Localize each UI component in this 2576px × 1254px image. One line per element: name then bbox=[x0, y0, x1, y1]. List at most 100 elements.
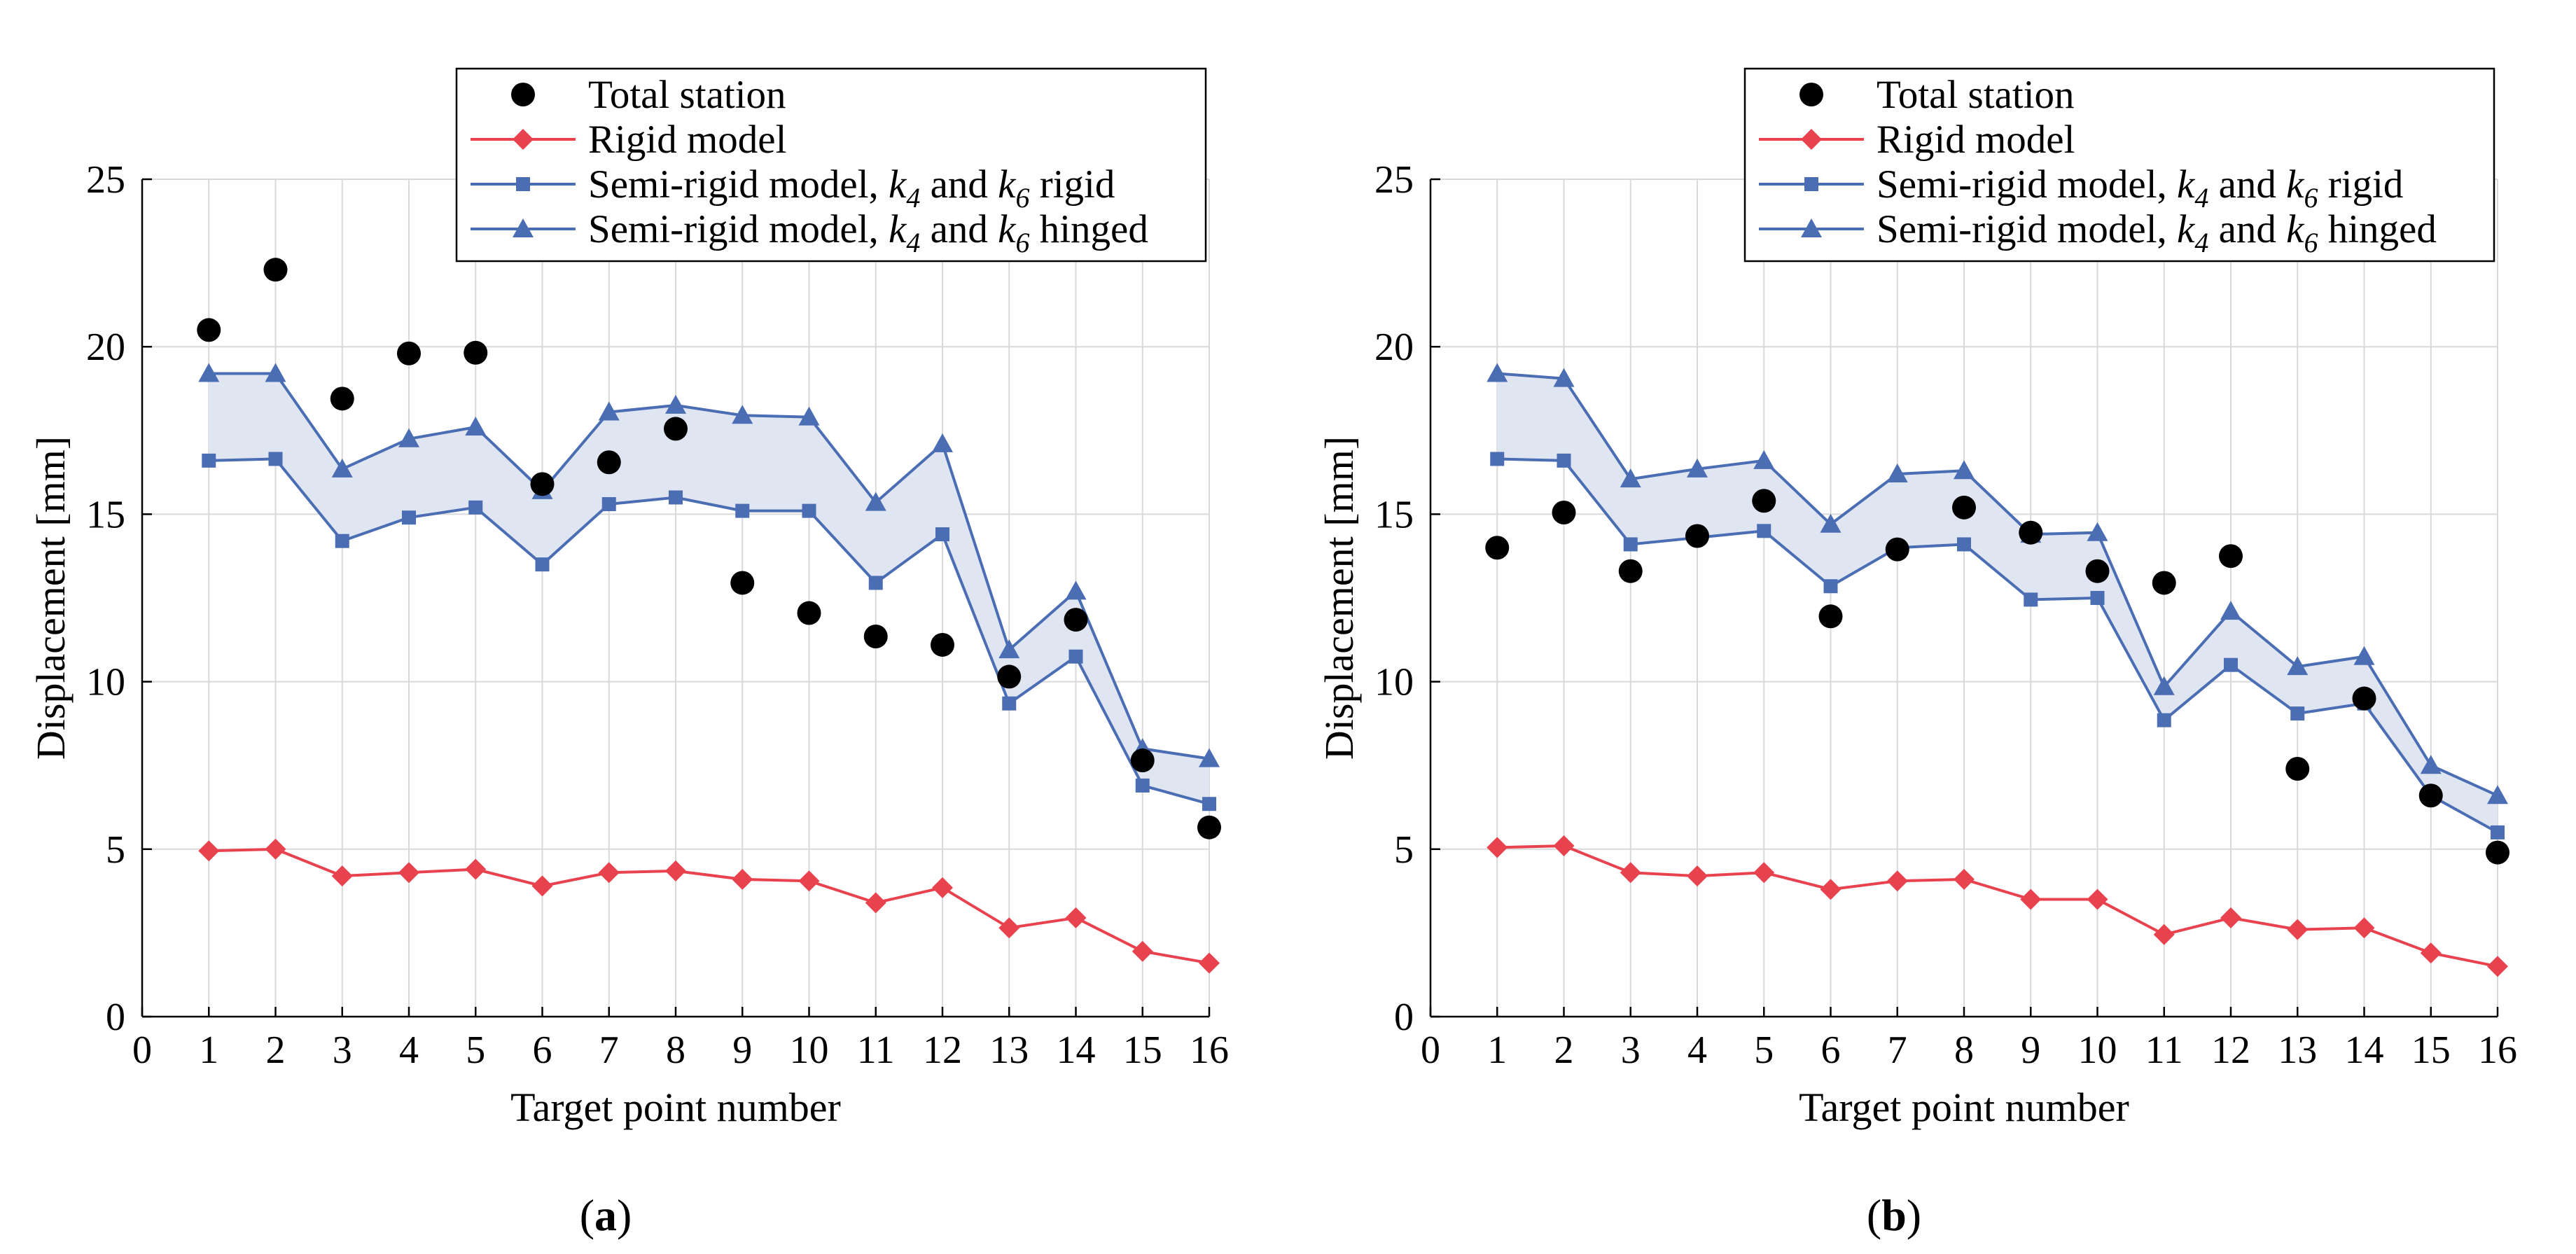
data-point bbox=[331, 458, 353, 478]
data-point bbox=[1557, 453, 1571, 468]
data-point bbox=[664, 417, 688, 441]
legend-marker bbox=[513, 218, 534, 237]
y-tick-label: 0 bbox=[1394, 996, 1414, 1039]
data-point bbox=[2290, 706, 2305, 721]
data-point bbox=[863, 625, 888, 649]
legend-text-part: hinged bbox=[1029, 207, 1148, 251]
x-tick-label: 12 bbox=[2211, 1029, 2250, 1072]
data-point bbox=[2420, 755, 2442, 774]
data-point bbox=[2087, 889, 2108, 910]
data-point bbox=[932, 877, 953, 898]
legend-text-part: and bbox=[920, 207, 998, 251]
data-point bbox=[1623, 537, 1638, 552]
data-point bbox=[1685, 524, 1709, 548]
data-point bbox=[1487, 837, 1508, 858]
series-line bbox=[209, 457, 1210, 806]
data-point bbox=[335, 534, 349, 548]
data-point bbox=[798, 870, 820, 892]
data-point bbox=[1552, 501, 1576, 525]
y-tick-label: 15 bbox=[86, 493, 125, 536]
legend-entry-label: Semi-rigid model, k4 and k6 hinged bbox=[588, 207, 1148, 258]
data-point bbox=[265, 838, 286, 860]
x-tick-label: 6 bbox=[1821, 1029, 1841, 1072]
legend-text-part: k bbox=[889, 207, 907, 251]
data-point bbox=[598, 862, 620, 884]
data-point bbox=[197, 318, 221, 342]
data-point bbox=[1068, 649, 1083, 664]
legend-entry-label: Rigid model bbox=[588, 118, 786, 162]
x-tick-label: 7 bbox=[1888, 1029, 1907, 1072]
panel-label-paren: ( bbox=[1867, 1190, 1881, 1240]
data-point bbox=[1130, 748, 1155, 773]
y-tick-label: 5 bbox=[1394, 828, 1414, 872]
grid bbox=[1430, 179, 2498, 1017]
legend-text-part: rigid bbox=[2318, 162, 2403, 207]
data-point bbox=[1135, 778, 1150, 793]
data-point bbox=[998, 639, 1020, 659]
data-point bbox=[732, 405, 753, 424]
legend-text-part: Semi-rigid model, bbox=[588, 207, 889, 251]
data-point bbox=[2353, 646, 2375, 665]
data-point bbox=[2418, 783, 2443, 808]
data-point bbox=[797, 601, 821, 625]
series-line bbox=[209, 847, 1210, 965]
panel-label: (b) bbox=[1867, 1190, 1921, 1240]
series-semi-rigid-model-k4-and-k6-rigid bbox=[202, 452, 1216, 811]
data-point bbox=[597, 450, 621, 475]
x-tick-label: 5 bbox=[1754, 1029, 1774, 1072]
data-point bbox=[1952, 495, 1976, 520]
data-point bbox=[2090, 591, 2105, 605]
y-tick-label: 25 bbox=[1374, 158, 1414, 202]
series-line bbox=[1497, 372, 2498, 797]
legend-text-part: k bbox=[998, 207, 1017, 251]
x-tick-label: 11 bbox=[857, 1029, 895, 1072]
x-axis-label: Target point number bbox=[510, 1085, 841, 1130]
legend-text-part: 4 bbox=[906, 182, 920, 214]
x-tick-label: 1 bbox=[1487, 1029, 1507, 1072]
data-point bbox=[998, 917, 1020, 939]
x-tick-label: 11 bbox=[2145, 1029, 2183, 1072]
data-point bbox=[1753, 862, 1775, 884]
data-point bbox=[530, 472, 555, 496]
data-point bbox=[2491, 825, 2505, 840]
data-point bbox=[1197, 815, 1221, 840]
data-point bbox=[1954, 868, 1975, 890]
data-point bbox=[398, 428, 419, 447]
data-point bbox=[1553, 368, 1575, 387]
y-tick-label: 20 bbox=[1374, 326, 1414, 369]
data-point bbox=[398, 862, 419, 884]
data-point bbox=[665, 860, 686, 882]
legend-text-part: 4 bbox=[906, 227, 920, 258]
data-point bbox=[2019, 520, 2043, 545]
data-point bbox=[2153, 676, 2175, 695]
x-tick-label: 10 bbox=[2078, 1029, 2117, 1072]
legend-box bbox=[455, 67, 1207, 263]
data-point bbox=[198, 363, 220, 382]
series-rigid-model bbox=[198, 838, 1220, 974]
grid bbox=[142, 179, 1210, 1017]
data-point bbox=[2352, 686, 2376, 711]
legend-marker bbox=[1799, 83, 1823, 106]
data-point bbox=[2353, 917, 2375, 939]
legend-marker bbox=[511, 83, 535, 106]
legend-text-part: Total station bbox=[1877, 73, 2075, 117]
x-tick-label: 3 bbox=[333, 1029, 352, 1072]
legend-entry-label: Semi-rigid model, k4 and k6 hinged bbox=[1877, 207, 2437, 258]
y-axis-label: Displacement [mm] bbox=[1316, 436, 1362, 760]
data-point bbox=[1954, 460, 1975, 480]
x-tick-label: 8 bbox=[666, 1029, 685, 1072]
series-semi-rigid-model-k4-and-k6-hinged bbox=[1487, 363, 2508, 804]
x-tick-label: 16 bbox=[1190, 1029, 1229, 1072]
data-point bbox=[2153, 924, 2175, 945]
x-tick-label: 1 bbox=[199, 1029, 218, 1072]
data-point bbox=[263, 258, 288, 282]
series-semi-rigid-model-k4-and-k6-hinged bbox=[198, 363, 1220, 767]
panel-label-paren: ) bbox=[1907, 1190, 1921, 1240]
x-tick-label: 14 bbox=[1057, 1029, 1096, 1072]
data-point bbox=[1818, 604, 1843, 629]
x-tick-label: 3 bbox=[1621, 1029, 1641, 1072]
data-point bbox=[1886, 870, 1908, 892]
data-point bbox=[1132, 940, 1153, 962]
